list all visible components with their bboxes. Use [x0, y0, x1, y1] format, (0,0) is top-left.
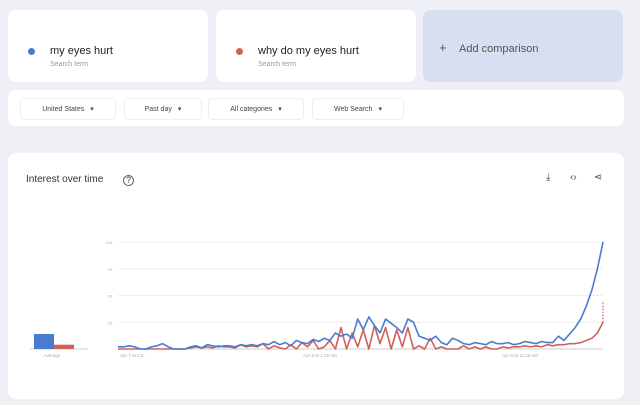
- share-icon[interactable]: ⋖: [594, 172, 603, 183]
- x-tick-label: Apr 7 at 3:3...: [120, 353, 147, 358]
- average-label: Average: [44, 353, 61, 358]
- download-icon[interactable]: ⤓: [546, 172, 551, 183]
- caret-down-icon: ▾: [278, 106, 282, 113]
- line-chart: 25 50 75 100 Apr 7 at 3:3... Apr 8 at 1:28 AM…: [30, 240, 604, 358]
- series-color-dot: [236, 48, 243, 55]
- y-tick-label: 75: [108, 267, 113, 272]
- average-bar: [54, 344, 74, 349]
- region-dropdown[interactable]: United States ▾: [20, 98, 116, 120]
- y-tick-label: 25: [108, 320, 113, 325]
- series-line: [118, 241, 604, 350]
- caret-down-icon: ▾: [90, 106, 94, 113]
- series-color-dot: [28, 48, 35, 55]
- caret-down-icon: ▾: [177, 106, 182, 113]
- y-tick-label: 50: [108, 294, 113, 299]
- time-range-dropdown[interactable]: Past day ▾: [124, 98, 202, 120]
- term-type: Search term: [258, 61, 297, 68]
- chart-title: Interest over time: [26, 174, 104, 185]
- dropdown-label: Past day: [144, 105, 172, 113]
- y-tick-label: 100: [105, 240, 112, 245]
- interest-over-time-card: Interest over time ? ⤓ ‹› ⋖ 25 50 75 100 Apr…: [8, 153, 624, 399]
- plus-icon: +: [439, 40, 447, 55]
- embed-icon[interactable]: ‹›: [570, 172, 577, 183]
- search-term-card-1[interactable]: my eyes hurt Search term: [8, 10, 208, 82]
- filter-bar: United States ▾ Past day ▾ All categories ▾…: [8, 90, 624, 126]
- category-dropdown[interactable]: All categories ▾: [208, 98, 304, 120]
- x-tick-label: Apr 8 at 1:28 AM: [303, 353, 337, 358]
- caret-down-icon: ▾: [378, 106, 382, 113]
- series-line: [118, 321, 604, 350]
- add-comparison-label: Add comparison: [459, 43, 539, 55]
- search-type-dropdown[interactable]: Web Search ▾: [312, 98, 404, 120]
- dropdown-label: All categories: [230, 105, 273, 113]
- dropdown-label: United States: [42, 105, 85, 113]
- add-comparison-button[interactable]: + Add comparison: [423, 10, 623, 82]
- search-term-card-2[interactable]: why do my eyes hurt Search term: [216, 10, 416, 82]
- average-bar: [34, 334, 54, 349]
- term-type: Search term: [50, 61, 89, 68]
- help-icon[interactable]: ?: [123, 175, 134, 186]
- term-name: why do my eyes hurt: [258, 45, 359, 57]
- dropdown-label: Web Search: [334, 105, 373, 113]
- x-tick-label: Apr 8 at 11:28 AM: [502, 353, 538, 358]
- term-name: my eyes hurt: [50, 45, 113, 57]
